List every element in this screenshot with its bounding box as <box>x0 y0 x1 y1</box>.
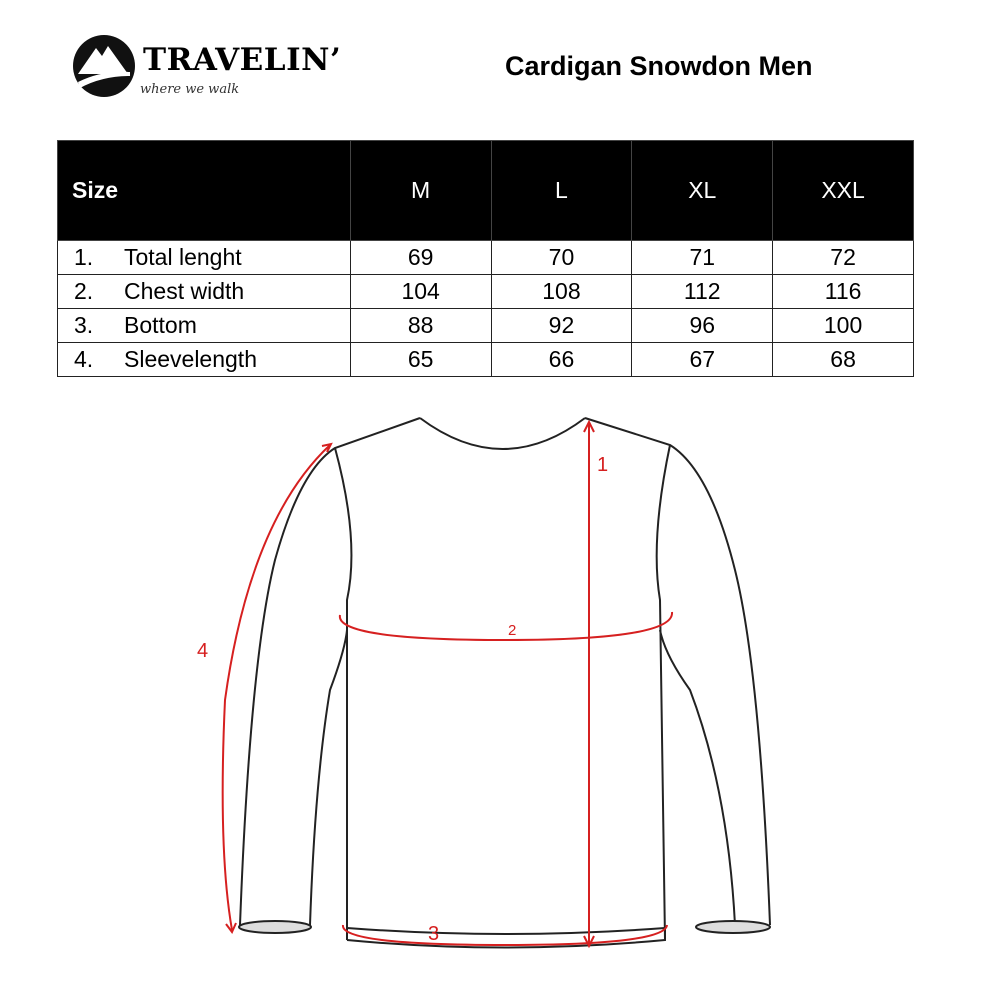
row-label: 4. Sleevelength <box>57 342 351 377</box>
page-title: Cardigan Snowdon Men <box>505 51 813 81</box>
label-4: 4 <box>197 640 208 662</box>
label-1: 1 <box>597 454 608 476</box>
measure-line-4 <box>221 444 331 931</box>
size-value: 65 <box>349 342 492 377</box>
measure-line-3 <box>342 924 668 947</box>
table-row: 1. Total lenght 69 70 71 72 <box>57 240 914 275</box>
right-cuff <box>695 920 771 934</box>
right-outer-sleeve <box>584 417 771 926</box>
mountain-logo-icon <box>73 35 135 97</box>
hem <box>346 926 666 949</box>
label-2: 2 <box>508 622 516 639</box>
size-value: 116 <box>772 274 914 309</box>
row-name: Bottom <box>124 312 197 338</box>
row-number: 1. <box>74 244 94 270</box>
measure-line-2 <box>338 611 674 642</box>
table-row: 2. Chest width 104 108 112 116 <box>57 274 914 309</box>
size-value: 69 <box>349 240 492 275</box>
brand-tagline: where we walk <box>140 82 240 97</box>
table-header-row: Size M L XL XXL <box>57 140 914 241</box>
right-inner-sleeve <box>659 629 736 926</box>
left-body-side <box>334 447 353 940</box>
left-cuff <box>238 920 312 934</box>
header-l: L <box>490 140 633 241</box>
size-value: 108 <box>490 274 633 309</box>
header-size: Size <box>57 140 351 241</box>
measure-lines <box>221 419 674 949</box>
row-number: 3. <box>74 312 94 338</box>
size-value: 104 <box>349 274 492 309</box>
table-row: 4. Sleevelength 65 66 67 68 <box>57 342 914 377</box>
row-number: 2. <box>74 278 94 304</box>
size-value: 67 <box>631 342 774 377</box>
brand-name: TRAVELIN’ <box>143 42 342 78</box>
header-xxl: XXL <box>772 140 914 241</box>
size-table: Size M L XL XXL 1. Total lenght 69 70 71 72 2.… <box>57 140 914 377</box>
row-label: 2. Chest width <box>57 274 351 309</box>
row-number: 4. <box>74 346 94 372</box>
left-inner-sleeve <box>309 629 348 926</box>
right-body-side <box>655 444 671 941</box>
row-name: Sleevelength <box>124 346 257 372</box>
sweater-outline <box>238 417 771 949</box>
brand-logo: TRAVELIN’ where we walk <box>70 34 350 104</box>
header-m: M <box>349 140 492 241</box>
left-outer-sleeve <box>239 417 421 926</box>
row-name: Total lenght <box>124 244 242 270</box>
row-label: 3. Bottom <box>57 308 351 343</box>
neckline <box>419 417 586 450</box>
header-xl: XL <box>631 140 774 241</box>
label-3: 3 <box>428 923 439 945</box>
size-value: 68 <box>772 342 914 377</box>
size-value: 72 <box>772 240 914 275</box>
size-value: 92 <box>490 308 633 343</box>
table-row: 3. Bottom 88 92 96 100 <box>57 308 914 343</box>
size-value: 66 <box>490 342 633 377</box>
row-name: Chest width <box>124 278 245 304</box>
